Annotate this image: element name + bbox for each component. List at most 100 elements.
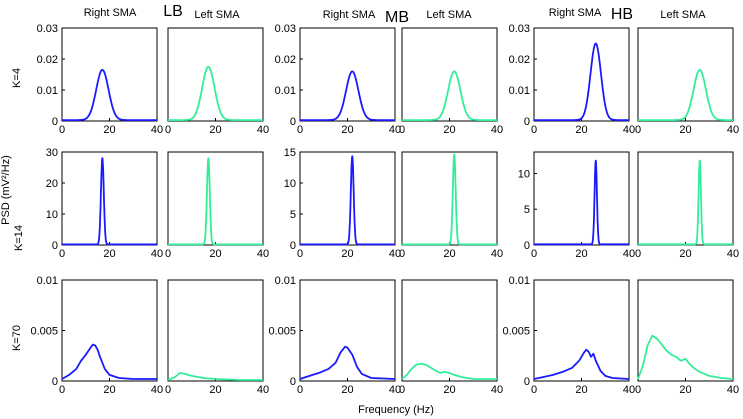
x-tick-label: 0 xyxy=(59,248,65,260)
left-sma-line xyxy=(401,362,497,380)
x-tick-label: 20 xyxy=(575,248,587,260)
x-tick-label: 20 xyxy=(443,248,455,260)
subplot-frame xyxy=(637,279,734,382)
subplot: 0 20 40 xyxy=(165,279,269,396)
y-tick-label: 10 xyxy=(518,168,530,180)
y-tick-label: 0 xyxy=(290,116,296,128)
row-label-k14: K=14 xyxy=(13,225,25,251)
left-sma-line xyxy=(167,157,264,246)
x-tick-label: 20 xyxy=(209,248,221,260)
y-tick-label: 0 xyxy=(524,376,530,388)
y-tick-label: 0.02 xyxy=(509,54,530,66)
subplot: 0 20 40 xyxy=(635,279,739,396)
x-tick-label: 0 xyxy=(59,384,65,396)
x-tick-label: 20 xyxy=(209,384,221,396)
y-tick-label: 0.01 xyxy=(37,85,58,97)
x-tick-label: 0 xyxy=(399,384,405,396)
y-tick-label: 15 xyxy=(284,147,296,159)
subplot-frame xyxy=(533,27,630,122)
subplot-frame xyxy=(61,279,158,382)
title-hb-right: Right SMA xyxy=(549,7,602,19)
subplot: 0 20 40 0 5 10 xyxy=(518,151,635,260)
left-sma-line xyxy=(401,70,498,121)
y-tick-label: 0.02 xyxy=(275,54,296,66)
subplot-frame xyxy=(167,279,264,382)
x-tick-label: 0 xyxy=(399,124,405,136)
left-sma-line xyxy=(637,68,734,121)
subplot: 0 20 40 0 0.005 0.01 xyxy=(30,275,163,396)
y-axis-label: PSD (mV²/Hz) xyxy=(0,155,12,225)
subplot: 0 20 40 xyxy=(399,27,503,136)
subplot-frame xyxy=(637,151,734,246)
left-sma-line xyxy=(637,334,734,380)
x-axis-label: Frequency (Hz) xyxy=(358,404,434,416)
y-tick-label: 5 xyxy=(524,204,530,216)
x-tick-label: 40 xyxy=(151,124,163,136)
y-tick-label: 0.01 xyxy=(509,85,530,97)
x-tick-label: 40 xyxy=(151,384,163,396)
y-tick-label: 0.03 xyxy=(509,23,530,35)
subplot: 0 20 40 0 0.01 0.02 0.03 xyxy=(37,23,164,136)
band-label-lb: LB xyxy=(163,3,183,20)
left-sma-line xyxy=(401,153,498,246)
x-tick-label: 20 xyxy=(209,124,221,136)
x-tick-label: 0 xyxy=(165,124,171,136)
subplot-frame xyxy=(61,151,158,246)
x-tick-label: 40 xyxy=(389,248,401,260)
subplot-frame xyxy=(637,27,734,122)
right-sma-line xyxy=(533,159,630,246)
x-tick-label: 0 xyxy=(635,124,641,136)
x-tick-label: 0 xyxy=(297,124,303,136)
right-sma-line xyxy=(299,70,396,121)
x-tick-label: 20 xyxy=(679,384,691,396)
left-sma-line xyxy=(167,65,264,121)
x-tick-label: 20 xyxy=(575,124,587,136)
x-tick-label: 40 xyxy=(151,248,163,260)
y-tick-label: 0 xyxy=(52,376,58,388)
title-hb-left: Left SMA xyxy=(660,9,706,21)
x-tick-label: 40 xyxy=(257,248,269,260)
y-tick-label: 0.02 xyxy=(37,54,58,66)
row-label-k70: K=70 xyxy=(11,325,23,351)
x-tick-label: 20 xyxy=(103,248,115,260)
y-tick-label: 5 xyxy=(290,209,296,221)
band-label-hb: HB xyxy=(611,6,633,23)
x-tick-label: 40 xyxy=(727,384,739,396)
subplot-frame xyxy=(167,27,264,122)
y-tick-label: 0 xyxy=(524,116,530,128)
y-tick-label: 0.01 xyxy=(275,85,296,97)
y-tick-label: 0 xyxy=(52,240,58,252)
x-tick-label: 0 xyxy=(635,384,641,396)
y-tick-label: 0 xyxy=(524,240,530,252)
x-tick-label: 20 xyxy=(443,124,455,136)
x-tick-label: 40 xyxy=(491,384,503,396)
y-tick-label: 30 xyxy=(46,147,58,159)
x-tick-label: 20 xyxy=(679,248,691,260)
y-tick-label: 10 xyxy=(284,178,296,190)
right-sma-line xyxy=(299,155,396,246)
x-tick-label: 0 xyxy=(635,248,641,260)
title-lb-right: Right SMA xyxy=(84,7,137,19)
title-mb-left: Left SMA xyxy=(426,9,472,21)
left-sma-line xyxy=(637,159,734,246)
y-tick-label: 0 xyxy=(52,116,58,128)
y-tick-label: 0 xyxy=(290,376,296,388)
band-label-mb: MB xyxy=(385,9,409,26)
subplot: 0 20 40 xyxy=(635,151,739,260)
x-tick-label: 40 xyxy=(623,248,635,260)
subplot: 0 20 40 0 0.005 0.01 xyxy=(502,275,635,396)
x-tick-label: 0 xyxy=(531,384,537,396)
left-sma-line xyxy=(167,372,263,381)
subplot: 0 20 40 0 0.005 0.01 xyxy=(268,275,401,396)
x-tick-label: 40 xyxy=(389,384,401,396)
x-tick-label: 40 xyxy=(623,384,635,396)
x-tick-label: 0 xyxy=(531,124,537,136)
x-tick-label: 20 xyxy=(443,384,455,396)
x-tick-label: 0 xyxy=(59,124,65,136)
x-tick-label: 20 xyxy=(679,124,691,136)
subplot: 0 20 40 0 5 10 15 xyxy=(284,147,401,260)
x-tick-label: 20 xyxy=(341,248,353,260)
title-mb-right: Right SMA xyxy=(323,9,376,21)
x-tick-label: 40 xyxy=(491,124,503,136)
